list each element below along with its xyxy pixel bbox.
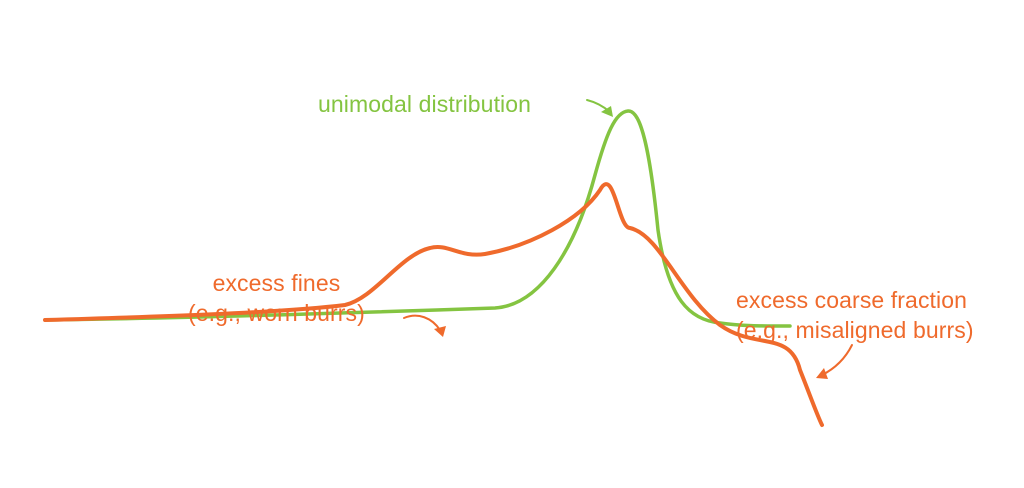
- excess-fines-line2: (e.g., worn burrs): [188, 300, 365, 326]
- fines-arrow: [403, 314, 441, 331]
- coarse-arrowhead: [816, 368, 828, 379]
- unimodal-curve: [43, 109, 792, 328]
- excess-coarse-line2: (e.g., misaligned burrs): [736, 317, 974, 343]
- unimodal-label-text: unimodal distribution: [318, 91, 532, 117]
- excess-fines-label: excess fines (e.g., worn burrs): [188, 268, 365, 328]
- excess-coarse-label: excess coarse fraction (e.g., misaligned…: [736, 285, 974, 345]
- excess-coarse-line1: excess coarse fraction: [736, 287, 968, 313]
- unimodal-arrowhead: [601, 106, 613, 117]
- fines-arrowhead: [434, 326, 446, 337]
- unimodal-label: unimodal distribution: [318, 89, 531, 119]
- excess-fines-line1: excess fines: [212, 270, 341, 296]
- coarse-arrow: [821, 344, 853, 376]
- multimodal-curve: [43, 182, 824, 427]
